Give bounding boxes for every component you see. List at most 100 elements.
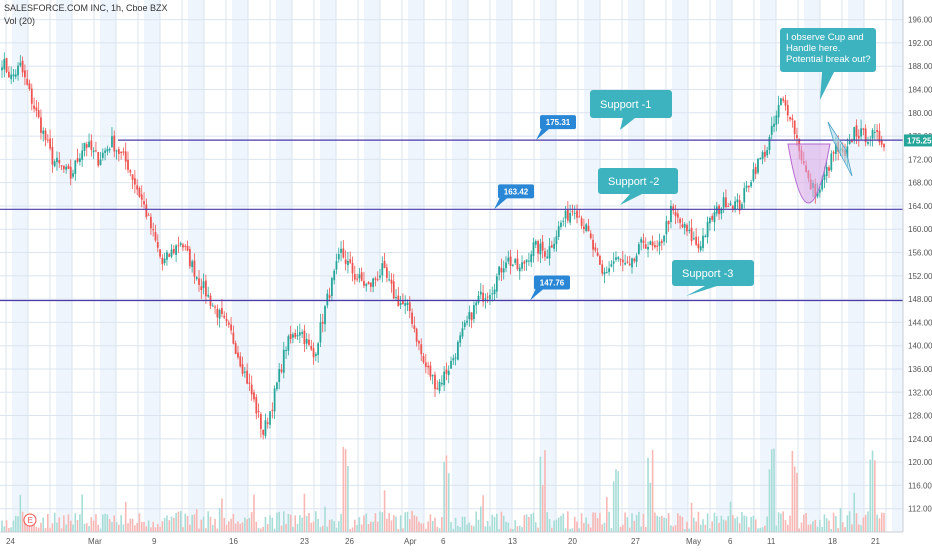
- support-callout-label: Support -3: [682, 268, 733, 280]
- volume-bar: [789, 515, 791, 532]
- y-axis[interactable]: 112.00 116.00 120.00 124.00 128.00 132.00 136.…: [902, 0, 932, 550]
- volume-bar: [372, 521, 374, 532]
- event-marker-icon[interactable]: E: [23, 513, 37, 527]
- candle: [182, 242, 184, 252]
- support-callout[interactable]: Support -2: [598, 168, 678, 205]
- candle: [360, 267, 363, 282]
- volume-bar: [825, 518, 828, 532]
- volume-bar: [807, 524, 810, 532]
- candle: [654, 240, 656, 249]
- candle: [161, 254, 164, 271]
- volume-bar: [202, 516, 205, 532]
- volume-bar: [90, 517, 93, 532]
- candle: [594, 242, 597, 253]
- volume-bar: [596, 518, 599, 532]
- candle: [324, 305, 326, 332]
- volume-bar: [124, 502, 127, 532]
- volume-bar: [324, 506, 326, 532]
- candle: [857, 129, 860, 147]
- candle: [111, 127, 113, 148]
- volume-bar: [766, 516, 768, 532]
- candle: [17, 62, 19, 81]
- candle: [395, 289, 397, 301]
- volume-bar: [147, 520, 150, 532]
- volume-bar: [528, 516, 530, 532]
- volume-bar: [606, 496, 608, 532]
- session-band: [276, 0, 292, 532]
- candle: [88, 133, 90, 148]
- volume-bar: [805, 513, 807, 532]
- x-tick-label: 13: [508, 537, 517, 546]
- volume-bar: [344, 449, 347, 532]
- volume-bar: [184, 513, 187, 532]
- y-tick-label: 124.00: [908, 435, 932, 444]
- volume-bar: [246, 519, 248, 532]
- candle: [243, 367, 246, 378]
- candle: [397, 287, 400, 307]
- candle: [328, 287, 331, 302]
- candle: [876, 124, 879, 141]
- candle: [560, 219, 562, 230]
- candle: [830, 150, 833, 172]
- cup-and-handle-drawing[interactable]: [787, 121, 853, 204]
- candle: [878, 123, 881, 146]
- volume-bar: [615, 469, 617, 532]
- candle: [191, 259, 194, 273]
- volume-bar: [79, 514, 81, 532]
- candle: [308, 333, 310, 347]
- volume-bar: [622, 524, 624, 532]
- candle: [514, 257, 517, 265]
- volume-bar: [406, 511, 409, 532]
- volume-bar: [5, 520, 8, 532]
- volume-bar: [234, 523, 237, 532]
- volume-bar: [296, 523, 299, 532]
- candle: [864, 124, 867, 147]
- candle: [136, 179, 139, 196]
- volume-bar: [115, 522, 118, 532]
- candle: [133, 170, 136, 194]
- y-tick-label: 132.00: [908, 388, 932, 397]
- candle: [869, 135, 872, 147]
- volume-bar: [21, 511, 24, 532]
- candle: [422, 353, 425, 364]
- candle: [853, 126, 856, 144]
- candle: [415, 327, 418, 347]
- volume-bar: [63, 515, 65, 532]
- candle: [498, 265, 501, 281]
- volume-bar: [486, 520, 489, 532]
- candle: [140, 185, 143, 208]
- candle: [867, 136, 869, 146]
- volume-bar: [649, 482, 652, 532]
- volume-bar: [264, 517, 267, 532]
- candle: [175, 244, 178, 263]
- candle: [580, 215, 583, 229]
- volume-bar: [642, 513, 645, 532]
- support-callout[interactable]: Support -3: [672, 260, 754, 296]
- volume-bar: [534, 522, 537, 532]
- x-axis[interactable]: 24 Mar 9 16 23 26 Apr 6 13 20 27 May 6 11 18 21: [0, 531, 932, 550]
- candle: [450, 356, 452, 369]
- candle: [617, 255, 620, 262]
- candle: [99, 151, 102, 166]
- volume-bar: [693, 517, 695, 532]
- volume-bar: [349, 528, 352, 532]
- volume-bar: [351, 527, 354, 532]
- volume-bar: [858, 524, 860, 532]
- volume-bar: [681, 516, 684, 532]
- candle: [108, 147, 111, 153]
- volume-bar: [248, 517, 251, 532]
- candle: [860, 119, 862, 140]
- candle: [402, 293, 404, 305]
- candle: [679, 217, 682, 229]
- volume-bar: [784, 520, 787, 532]
- volume-bar: [475, 511, 478, 532]
- volume-bar: [150, 527, 152, 532]
- volume-bar: [319, 527, 322, 532]
- volume-bar: [841, 522, 844, 532]
- volume-bar: [518, 525, 521, 532]
- volume-bar: [179, 511, 182, 532]
- volume-bar: [502, 515, 505, 532]
- support-callout[interactable]: Support -1: [590, 90, 672, 130]
